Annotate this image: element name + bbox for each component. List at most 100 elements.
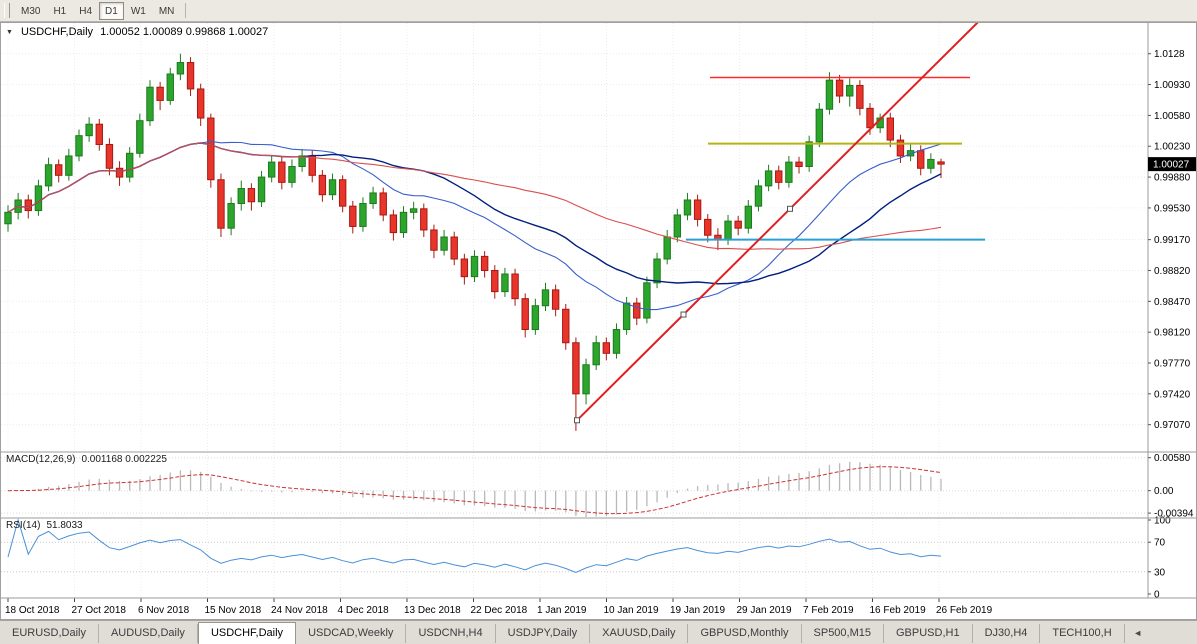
candle-body	[460, 258, 469, 278]
price-axis-label: 1.0128	[1154, 49, 1185, 60]
candle-body	[105, 143, 114, 169]
price-axis-label: 1.00230	[1154, 142, 1191, 153]
ma-slow-line	[7, 142, 942, 250]
date-axis-label: 27 Oct 2018	[72, 605, 127, 616]
candle-body	[298, 155, 306, 168]
chart-tab-gbpusd[interactable]: GBPUSD,H1	[884, 624, 973, 643]
chart-tab-eurusd[interactable]: EURUSD,Daily	[0, 624, 99, 643]
candle-body	[24, 199, 32, 212]
candlesticks-layer	[4, 53, 945, 431]
rsi-axis-label: 100	[1154, 516, 1171, 527]
chart-tab-audusd[interactable]: AUDUSD,Daily	[99, 624, 198, 643]
candle-body	[196, 88, 205, 119]
candle-body	[308, 155, 316, 176]
candle-body	[815, 108, 824, 143]
rsi-axis-label: 70	[1154, 538, 1166, 549]
chart-tab-tech100[interactable]: TECH100,H	[1040, 624, 1125, 643]
candle-body	[450, 236, 458, 260]
date-axis-label: 29 Jan 2019	[737, 605, 792, 616]
timeframe-button-d1[interactable]: D1	[99, 1, 124, 20]
timeframe-button-mn[interactable]: MN	[158, 5, 175, 17]
date-axis-layer: 18 Oct 2018 27 Oct 2018 6 Nov 2018 15 Nov 2…	[0, 598, 1197, 620]
trendline-handle[interactable]	[574, 417, 580, 424]
timeframe-button-h1[interactable]: H1	[53, 5, 67, 17]
price-chart-svg[interactable]: 1.0128 1.00930 1.00580 1.00230 0.99880 0.9953…	[0, 22, 1197, 620]
candle-body	[562, 308, 570, 344]
chart-tab-gbpusd[interactable]: GBPUSD,Monthly	[688, 624, 802, 643]
candle-body	[65, 155, 73, 176]
current-price-box	[1148, 157, 1196, 172]
timeframe-button-w1[interactable]: W1	[130, 5, 146, 17]
candle-body	[4, 211, 12, 225]
timeframe-toolbar: M30 H1 H4 D1 W1 MN	[0, 0, 1197, 22]
candle-body	[927, 158, 935, 169]
macd-signal-line	[7, 466, 942, 515]
chart-window: 1.0128 1.00930 1.00580 1.00230 0.99880 0.9953…	[0, 22, 1197, 620]
candle-body	[440, 236, 448, 251]
candle-body	[207, 117, 215, 181]
candle-body	[491, 269, 499, 293]
chart-tab-dj30[interactable]: DJ30,H4	[973, 624, 1041, 643]
current-price-text: 1.00027	[1153, 160, 1190, 171]
timeframe-buttons: M30 H1 H4 D1 W1 MN	[15, 1, 180, 20]
candle-body	[237, 188, 245, 205]
toolbar-grip-icon[interactable]	[4, 3, 10, 18]
price-axis-label: 0.97070	[1154, 420, 1191, 431]
candle-body	[257, 176, 266, 203]
chart-tabs: EURUSD,Daily AUDUSD,Daily USDCHF,Daily USDC…	[0, 621, 1125, 644]
candle-body	[227, 203, 235, 229]
candle-body	[186, 62, 195, 90]
candle-body	[95, 123, 103, 145]
rsi-layer	[1, 518, 1148, 574]
chart-tab-xauusd[interactable]: XAUUSD,Daily	[590, 624, 689, 643]
price-axis-label: 0.99880	[1154, 173, 1191, 184]
candle-body	[724, 220, 732, 241]
candle-body	[420, 208, 428, 231]
tabs-scroll-left-icon[interactable]: ◄	[1133, 628, 1143, 638]
candle-body	[734, 220, 742, 229]
date-axis-label: 15 Nov 2018	[205, 605, 262, 616]
date-axis-label: 1 Jan 2019	[537, 605, 587, 616]
rsi-axis-label: 30	[1154, 567, 1166, 578]
price-axis-label: 0.98120	[1154, 328, 1191, 339]
trendline-handle[interactable]	[787, 205, 793, 212]
candle-body	[399, 211, 408, 234]
candle-body	[866, 107, 874, 129]
candle-body	[835, 79, 844, 97]
chart-tab-sp500[interactable]: SP500,M15	[802, 624, 884, 643]
candle-body	[34, 185, 43, 212]
date-axis-label: 13 Dec 2018	[404, 605, 461, 616]
date-axis-label: 18 Oct 2018	[5, 605, 60, 616]
candle-body	[409, 208, 418, 213]
candle-body	[673, 214, 682, 238]
date-axis-label: 19 Jan 2019	[670, 605, 725, 616]
candle-body	[612, 329, 621, 354]
candle-body	[744, 205, 753, 229]
candle-body	[805, 141, 813, 168]
price-axis-label: 0.97770	[1154, 359, 1191, 370]
candle-body	[551, 289, 560, 310]
candle-body	[156, 86, 164, 101]
candle-body	[318, 174, 327, 196]
candle-body	[896, 139, 905, 157]
chart-tab-usdcnh[interactable]: USDCNH,H4	[406, 624, 496, 643]
candle-body	[136, 120, 144, 154]
candle-body	[430, 229, 438, 251]
macd-layer	[1, 457, 1148, 518]
price-axis-label: 1.00930	[1154, 80, 1191, 91]
candle-body	[531, 305, 540, 331]
chart-tab-usdchf[interactable]: USDCHF,Daily	[197, 622, 297, 644]
candle-body	[886, 117, 894, 141]
candle-body	[754, 185, 763, 207]
trendline[interactable]	[576, 22, 1060, 421]
candle-body	[480, 255, 489, 271]
chart-tab-usdcad[interactable]: USDCAD,Weekly	[296, 624, 407, 643]
candle-body	[470, 255, 479, 278]
timeframe-button-m30[interactable]: M30	[21, 5, 41, 17]
date-axis-label: 10 Jan 2019	[604, 605, 659, 616]
price-axis-label: 0.98470	[1154, 297, 1191, 308]
trendline-handle[interactable]	[680, 311, 687, 318]
timeframe-button-h4[interactable]: H4	[79, 5, 93, 17]
chart-tab-usdjpy[interactable]: USDJPY,Daily	[496, 624, 591, 643]
candle-body	[379, 192, 387, 216]
